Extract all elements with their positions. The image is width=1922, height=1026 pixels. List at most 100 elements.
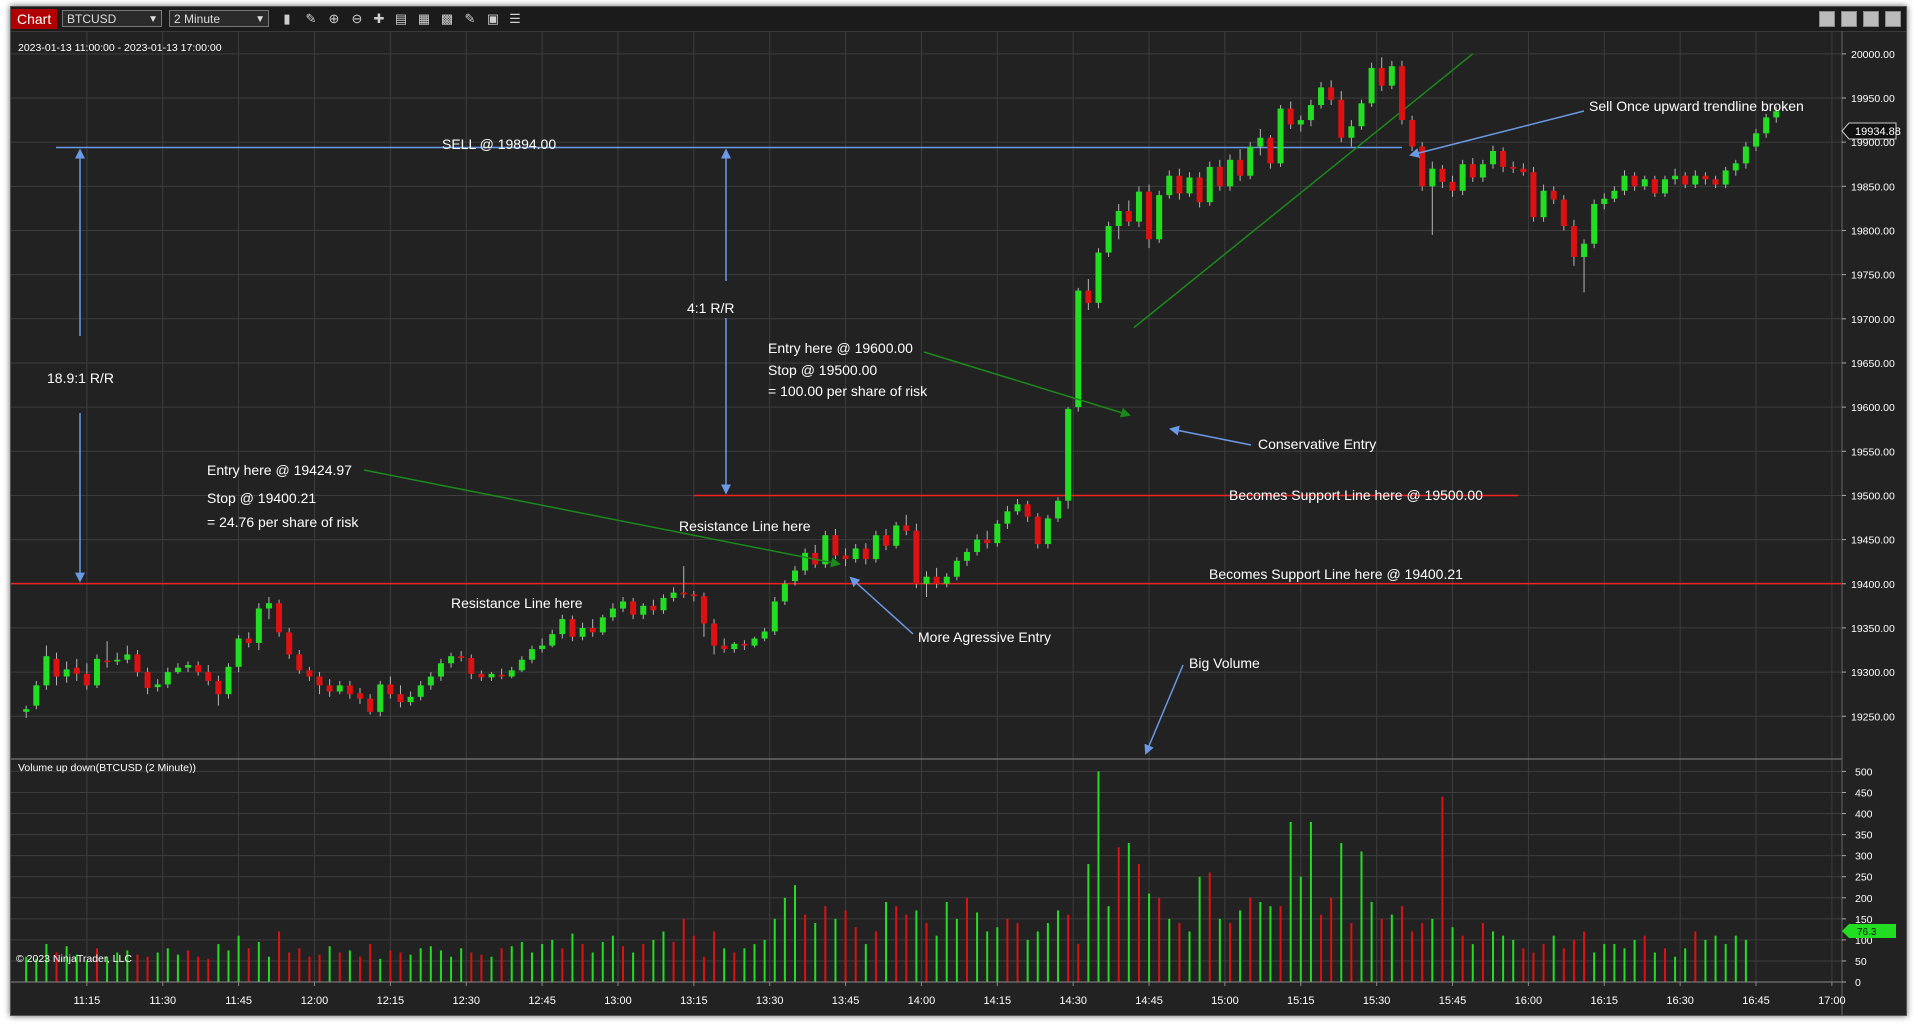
time-tick-label: 16:15 xyxy=(1591,995,1619,1007)
volume-bar xyxy=(1198,876,1201,982)
crosshair-icon[interactable]: ✚ xyxy=(373,11,385,26)
volume-bar xyxy=(1491,931,1494,982)
candle-body xyxy=(1550,190,1557,200)
window-close-icon[interactable] xyxy=(1885,11,1901,27)
volume-bar xyxy=(1471,944,1474,982)
bars-icon[interactable]: ▮ xyxy=(283,11,291,26)
last-volume-label: 76.3 xyxy=(1857,927,1877,938)
candle-body xyxy=(984,539,991,544)
candle-body xyxy=(1085,290,1092,303)
volume-bar xyxy=(1330,897,1333,982)
candle-body xyxy=(1348,126,1355,138)
window-restore-icon[interactable] xyxy=(1819,11,1835,27)
candle-body xyxy=(1621,175,1628,191)
volume-bar xyxy=(409,954,412,982)
volume-bar xyxy=(267,956,270,982)
volume-bar xyxy=(1421,923,1424,982)
volume-bar xyxy=(359,956,362,982)
chart-canvas[interactable]: 19250.00 19300.00 19350.00 19400.00 19450.00… xyxy=(11,31,1906,1015)
volume-bar xyxy=(854,927,857,982)
zoom-out-icon[interactable]: ⊖ xyxy=(351,11,363,26)
volume-bar xyxy=(895,906,898,982)
time-tick-label: 13:00 xyxy=(604,995,632,1007)
candle-body xyxy=(326,685,333,692)
zoom-in-icon[interactable]: ⊕ xyxy=(328,11,340,26)
candle-body xyxy=(1398,66,1405,121)
volume-bar xyxy=(1340,843,1343,982)
price-axis: 19250.00 19300.00 19350.00 19400.00 19450.00… xyxy=(1842,49,1895,723)
candle-body xyxy=(1378,67,1385,86)
candle-body xyxy=(862,548,869,560)
data-box-icon[interactable]: ▤ xyxy=(394,11,408,26)
volume-bar xyxy=(1097,771,1100,982)
volume-bar xyxy=(1137,864,1140,982)
candle-body xyxy=(963,551,970,561)
candle-body xyxy=(134,654,141,673)
volume-bar xyxy=(996,927,999,982)
candle-body xyxy=(913,530,920,584)
candle-body xyxy=(1732,163,1739,171)
volume-bar xyxy=(439,950,442,982)
menu-icon[interactable]: ☰ xyxy=(509,11,521,26)
window-minimize-icon[interactable] xyxy=(1841,11,1857,27)
volume-bar xyxy=(470,952,473,982)
candle-body xyxy=(1429,168,1436,187)
resistance-upper-label: Resistance Line here xyxy=(679,518,811,534)
properties-icon[interactable]: ▦ xyxy=(417,11,431,26)
candle-body xyxy=(1115,211,1122,227)
volume-bar xyxy=(1674,956,1677,982)
volume-bar xyxy=(75,954,78,982)
volume-bar xyxy=(257,941,260,982)
candle-body xyxy=(1500,150,1507,167)
volume-bar xyxy=(1613,944,1616,982)
volume-bar xyxy=(1249,897,1252,982)
volume-bar xyxy=(1502,935,1505,982)
rr-small-label: 4:1 R/R xyxy=(687,300,734,316)
candle-body xyxy=(1034,516,1041,545)
candle-body xyxy=(802,552,809,571)
volume-bar xyxy=(308,956,311,982)
volume-bar xyxy=(763,939,766,982)
candle-body xyxy=(579,627,586,637)
volume-bar xyxy=(1087,864,1090,982)
candle-body xyxy=(771,601,778,632)
volume-bar xyxy=(1148,893,1151,982)
candle-body xyxy=(943,576,950,584)
candle-body xyxy=(1267,137,1274,164)
instrument-selector[interactable]: BTCUSD ▼ xyxy=(62,10,162,27)
pencil-icon[interactable]: ✎ xyxy=(305,11,317,26)
chart-window: Chart BTCUSD ▼ 2 Minute ▼ ▮ ✎ ⊕ ⊖ ✚ ▤ ▦ ▩ … xyxy=(10,6,1907,1016)
time-tick-label: 16:45 xyxy=(1742,995,1770,1007)
candle-body xyxy=(53,658,60,677)
volume-bar xyxy=(1239,910,1242,982)
volume-bar xyxy=(520,941,523,982)
screenshot-icon[interactable]: ▣ xyxy=(486,11,500,26)
candle-body xyxy=(741,643,748,646)
volume-bar xyxy=(743,948,746,982)
candle-body xyxy=(1257,137,1264,147)
candle-body xyxy=(1591,203,1598,244)
volume-bar xyxy=(561,948,564,982)
candle-body xyxy=(1044,518,1051,545)
volume-bar xyxy=(328,946,331,982)
candle-body xyxy=(842,555,849,560)
drawing-tools-icon[interactable]: ✎ xyxy=(464,11,476,26)
volume-bar xyxy=(95,948,98,982)
volume-bar xyxy=(490,956,493,982)
candle-body xyxy=(589,627,596,633)
window-maximize-icon[interactable] xyxy=(1863,11,1879,27)
volume-bar xyxy=(652,939,655,982)
volume-bar xyxy=(1269,906,1272,982)
chart-tab[interactable]: Chart xyxy=(11,9,58,29)
candle-body xyxy=(367,698,374,712)
interval-selector[interactable]: 2 Minute ▼ xyxy=(169,10,269,27)
candle-body xyxy=(316,676,323,686)
strategies-icon[interactable]: ▩ xyxy=(440,11,454,26)
volume-bar xyxy=(1512,939,1515,982)
candle-body xyxy=(1712,179,1719,185)
time-tick-label: 16:00 xyxy=(1515,995,1543,1007)
entry2-line3: = 100.00 per share of risk xyxy=(768,383,928,399)
volume-bar xyxy=(1461,935,1464,982)
candle-body xyxy=(1004,511,1011,524)
time-tick-label: 14:00 xyxy=(908,995,936,1007)
